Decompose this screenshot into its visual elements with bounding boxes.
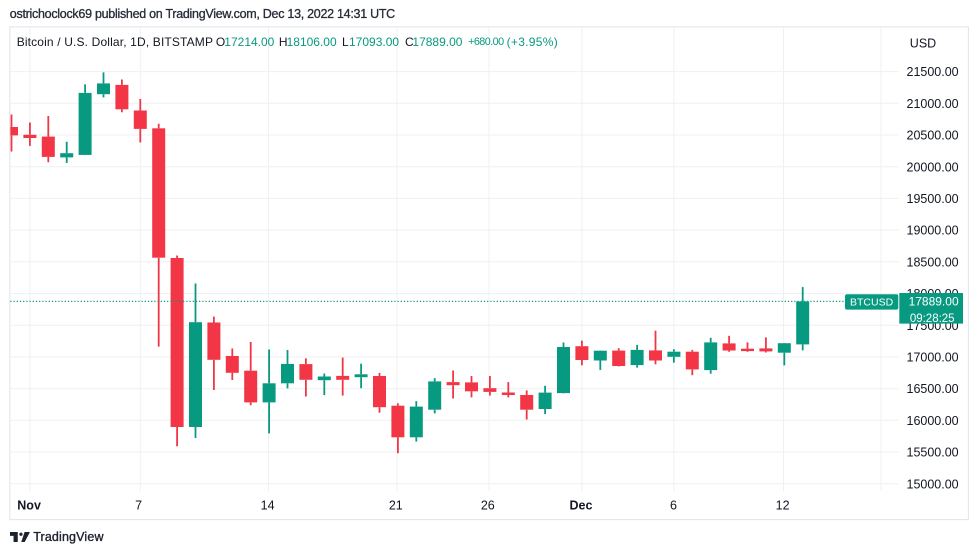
svg-text:17000.00: 17000.00 xyxy=(907,351,959,365)
svg-text:19000.00: 19000.00 xyxy=(907,224,959,238)
svg-text:17889.00: 17889.00 xyxy=(909,294,959,308)
svg-text:26: 26 xyxy=(481,499,495,513)
svg-text:20000.00: 20000.00 xyxy=(907,160,959,174)
svg-text:7: 7 xyxy=(135,499,142,513)
svg-text:USD: USD xyxy=(910,37,936,51)
svg-text:BTCUSD: BTCUSD xyxy=(850,297,894,309)
svg-text:Nov: Nov xyxy=(17,499,41,513)
svg-text:12: 12 xyxy=(776,499,790,513)
svg-text:20500.00: 20500.00 xyxy=(907,129,959,143)
svg-text:6: 6 xyxy=(670,499,677,513)
svg-text:19500.00: 19500.00 xyxy=(907,192,959,206)
svg-text:21: 21 xyxy=(389,499,403,513)
svg-text:21000.00: 21000.00 xyxy=(907,97,959,111)
svg-text:21500.00: 21500.00 xyxy=(907,65,959,79)
svg-text:14: 14 xyxy=(261,499,275,513)
svg-text:15000.00: 15000.00 xyxy=(907,477,959,491)
svg-text:09:28:25: 09:28:25 xyxy=(910,313,955,325)
svg-text:Dec: Dec xyxy=(570,499,593,513)
svg-text:15500.00: 15500.00 xyxy=(907,446,959,460)
svg-text:16000.00: 16000.00 xyxy=(907,414,959,428)
svg-text:16500.00: 16500.00 xyxy=(907,382,959,396)
svg-text:18500.00: 18500.00 xyxy=(907,255,959,269)
